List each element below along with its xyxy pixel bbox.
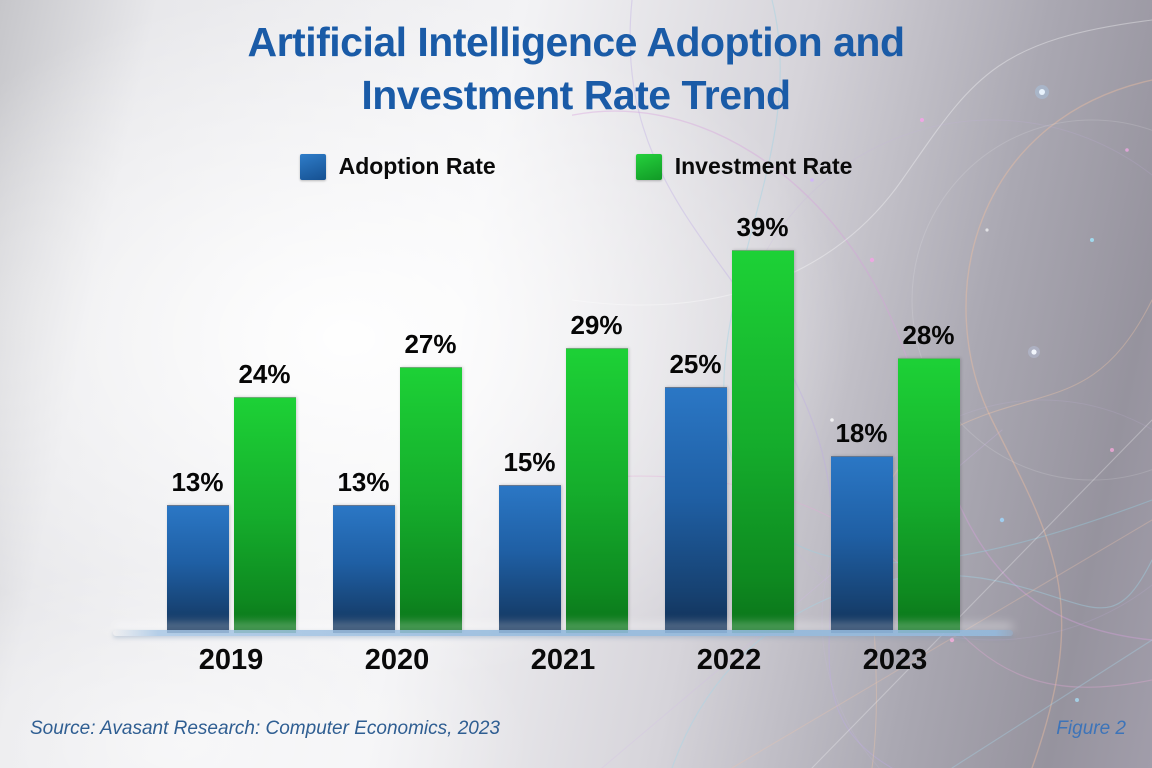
data-label: 18% [835,418,888,448]
data-label: 27% [404,329,457,359]
adoption-rate-bar-2023 [830,456,893,633]
adoption-rate-bar-2022 [664,387,727,633]
data-label: 28% [902,320,955,350]
x-axis-label-2023: 2023 [862,644,928,676]
bar-group-2021: 15% 29% [498,310,628,633]
x-axis-label-2019: 2019 [198,644,264,676]
chart-title-line1: Artificial Intelligence Adoption and [247,19,905,65]
data-label: 29% [570,310,623,340]
investment-rate-swatch-icon [635,153,662,180]
adoption-rate-bar-2021 [498,485,561,633]
source-attribution: Source: Avasant Research: Computer Econo… [30,718,500,739]
bar-group-2019: 13% 24% [166,359,296,633]
data-label: 13% [337,467,390,497]
data-label: 25% [669,349,722,379]
data-label: 24% [238,359,291,389]
bar-groups: 13% 24% 13% 27% [120,212,1006,633]
legend-item-adoption-rate: Adoption Rate [299,153,496,180]
data-label: 15% [503,447,556,477]
bar-column: 29% [565,310,628,633]
bar-column: 13% [166,467,229,633]
bar-group-2023: 18% 28% [830,320,960,633]
bar-column: 15% [498,447,561,633]
legend-item-investment-rate: Investment Rate [635,153,853,180]
investment-rate-bar-2020 [399,367,462,633]
adoption-rate-swatch-icon [299,153,326,180]
legend-label: Adoption Rate [338,153,496,179]
data-label: 13% [171,467,224,497]
bar-column: 13% [332,467,395,633]
bar-column: 39% [731,212,794,633]
bar-group-2020: 13% 27% [332,329,462,633]
legend: Adoption Rate Investment Rate [0,153,1152,180]
x-axis-baseline [113,630,1013,636]
bar-column: 24% [233,359,296,633]
investment-rate-bar-2019 [233,397,296,633]
bar-column: 28% [897,320,960,633]
adoption-rate-bar-2019 [166,505,229,633]
x-axis-label-2022: 2022 [696,644,762,676]
data-label: 39% [736,212,789,242]
chart-title: Artificial Intelligence Adoption and Inv… [0,16,1152,123]
figure-number: Figure 2 [1056,718,1126,739]
chart-title-line2: Investment Rate Trend [361,72,791,119]
investment-rate-bar-2022 [731,250,794,633]
legend-label: Investment Rate [674,153,853,179]
investment-rate-bar-2023 [897,358,960,633]
x-axis-labels: 2019 2020 2021 2022 2023 [120,644,1006,677]
adoption-rate-bar-2020 [332,505,395,633]
bar-column: 27% [399,329,462,633]
bar-group-2022: 25% 39% [664,212,794,633]
bar-column: 25% [664,349,727,633]
x-axis-label-2020: 2020 [364,644,430,676]
investment-rate-bar-2021 [565,348,628,633]
bar-chart: 13% 24% 13% 27% [113,205,1013,636]
x-axis-label-2021: 2021 [530,644,596,676]
bar-column: 18% [830,418,893,633]
